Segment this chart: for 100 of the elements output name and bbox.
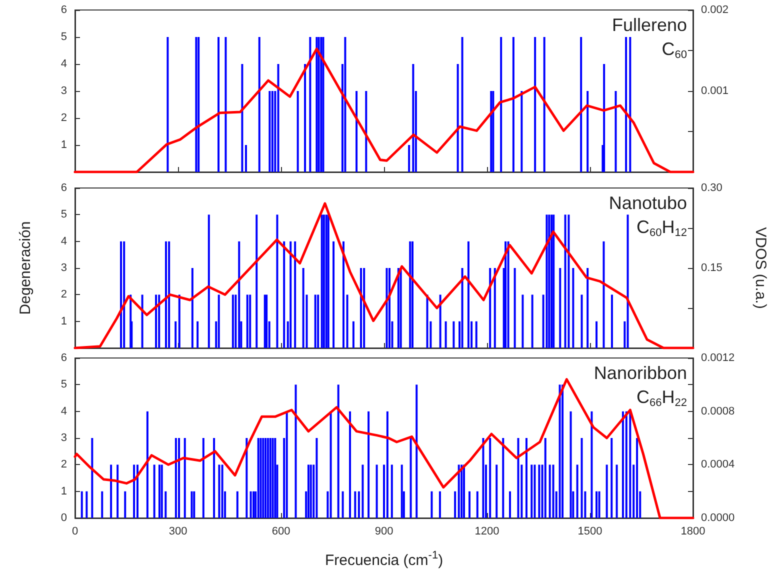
bar: [438, 491, 441, 518]
bar: [91, 438, 94, 518]
bar: [467, 241, 470, 348]
bar: [86, 491, 88, 518]
bar: [562, 384, 564, 518]
bar: [352, 321, 354, 348]
bar: [307, 464, 310, 518]
y-tick-label: 1: [60, 485, 67, 498]
bar: [598, 491, 600, 518]
x-tick-label: 600: [272, 526, 290, 538]
bar: [178, 294, 180, 348]
annotation: Nanoribbon: [594, 363, 688, 383]
bar: [520, 91, 523, 172]
bar: [525, 438, 528, 518]
bar: [368, 411, 370, 518]
bar: [116, 464, 119, 518]
bar: [430, 491, 433, 518]
bar: [400, 464, 403, 518]
bar: [363, 268, 366, 348]
bar: [160, 464, 163, 518]
bar: [507, 241, 510, 348]
y2-tick-label: 0.0012: [701, 352, 735, 364]
bar: [543, 37, 546, 172]
y2-tick-label: 0.15: [701, 262, 722, 274]
bar: [316, 438, 318, 518]
bar: [257, 438, 260, 518]
bar: [462, 464, 465, 518]
bar: [452, 321, 455, 348]
bar: [184, 438, 186, 518]
bar: [224, 37, 227, 172]
bar: [454, 491, 456, 518]
bar: [304, 64, 306, 172]
bar: [572, 268, 574, 348]
bar: [346, 294, 348, 348]
bar: [327, 214, 330, 348]
bar: [120, 241, 122, 348]
bar: [310, 464, 312, 518]
bar: [208, 214, 210, 348]
bar: [286, 411, 288, 518]
bar: [622, 411, 624, 518]
bar: [538, 464, 540, 518]
bar: [603, 64, 606, 172]
bar: [397, 268, 400, 348]
bar: [552, 464, 554, 518]
bar: [586, 91, 589, 172]
bar: [629, 37, 632, 172]
bar: [294, 384, 297, 518]
bar: [500, 37, 502, 172]
annotation: Fullereno: [612, 15, 688, 35]
bar: [123, 241, 126, 348]
y-axis-title: Degeneración: [17, 221, 34, 315]
bar: [412, 64, 414, 172]
x-tick-label: 1500: [578, 526, 602, 538]
bar: [262, 438, 264, 518]
bar: [218, 464, 220, 518]
annotation: Nanotubo: [608, 193, 688, 213]
bar: [388, 268, 390, 348]
bar: [468, 491, 470, 518]
bar: [193, 491, 196, 518]
bar: [309, 37, 312, 172]
bar: [158, 464, 160, 518]
bar: [626, 214, 629, 348]
bar: [596, 321, 598, 348]
bar: [512, 37, 514, 172]
bar: [439, 294, 442, 348]
bar: [416, 384, 418, 518]
bar: [482, 438, 484, 518]
bar: [244, 145, 247, 172]
bar: [408, 145, 410, 172]
bar: [530, 464, 533, 518]
bar: [602, 241, 605, 348]
y-tick-label: 3: [60, 432, 67, 444]
bar: [202, 438, 204, 518]
bar: [337, 384, 340, 518]
bar: [141, 294, 144, 348]
bar: [354, 491, 356, 518]
bar: [360, 268, 362, 348]
bar: [386, 268, 388, 348]
bar: [411, 241, 414, 348]
bar: [625, 37, 628, 172]
y-tick-label: 5: [60, 31, 67, 43]
x-tick-label: 1200: [474, 526, 500, 538]
bar: [318, 37, 320, 172]
bar: [342, 241, 344, 348]
bar: [610, 438, 613, 518]
bar: [596, 491, 598, 518]
bar: [489, 438, 492, 518]
bar: [492, 91, 494, 172]
bar: [221, 464, 224, 518]
bar: [544, 438, 546, 518]
bar: [629, 411, 632, 518]
bar: [362, 464, 364, 518]
y2-tick-label: 0.0000: [701, 512, 735, 524]
bar: [400, 268, 402, 348]
bar: [552, 214, 555, 348]
bar: [218, 37, 220, 172]
bar: [616, 464, 618, 518]
bar: [636, 438, 638, 518]
bar: [322, 37, 324, 172]
y-tick-label: 1: [60, 139, 67, 151]
